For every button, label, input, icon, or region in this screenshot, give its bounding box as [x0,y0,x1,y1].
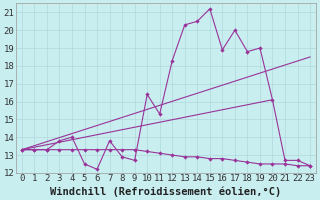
X-axis label: Windchill (Refroidissement éolien,°C): Windchill (Refroidissement éolien,°C) [50,186,282,197]
